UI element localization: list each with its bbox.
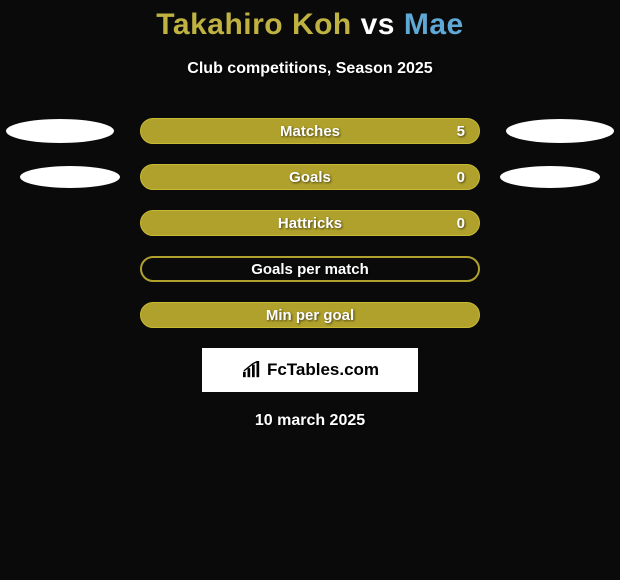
stat-label: Matches [280, 123, 340, 140]
chart-icon [241, 361, 263, 379]
player1-marker [20, 166, 120, 188]
branding-text: FcTables.com [267, 360, 379, 380]
date-text: 10 march 2025 [0, 412, 620, 430]
player1-marker [6, 119, 114, 143]
stat-label: Min per goal [266, 307, 354, 324]
stat-row: Hattricks 0 [0, 210, 620, 236]
stat-value: 5 [457, 123, 465, 140]
branding-box: FcTables.com [202, 348, 418, 392]
player2-name: Mae [404, 8, 464, 41]
stat-bar: Goals per match [140, 256, 480, 282]
stat-bar: Goals 0 [140, 164, 480, 190]
player2-marker [506, 119, 614, 143]
comparison-infographic: Takahiro Koh vs Mae Club competitions, S… [0, 0, 620, 430]
stat-bar: Min per goal [140, 302, 480, 328]
page-title: Takahiro Koh vs Mae [0, 8, 620, 42]
stat-row: Matches 5 [0, 118, 620, 144]
stat-row: Goals 0 [0, 164, 620, 190]
stat-row: Min per goal [0, 302, 620, 328]
stat-bar: Hattricks 0 [140, 210, 480, 236]
stat-label: Hattricks [278, 215, 342, 232]
stat-bar: Matches 5 [140, 118, 480, 144]
player2-marker [500, 166, 600, 188]
stat-value: 0 [457, 215, 465, 232]
stat-label: Goals per match [251, 261, 369, 278]
stat-row: Goals per match [0, 256, 620, 282]
vs-text: vs [361, 8, 395, 41]
subtitle: Club competitions, Season 2025 [0, 60, 620, 78]
stat-value: 0 [457, 169, 465, 186]
stat-rows: Matches 5 Goals 0 Hattricks 0 Goals per match M… [0, 118, 620, 328]
player1-name: Takahiro Koh [156, 8, 351, 41]
stat-label: Goals [289, 169, 331, 186]
